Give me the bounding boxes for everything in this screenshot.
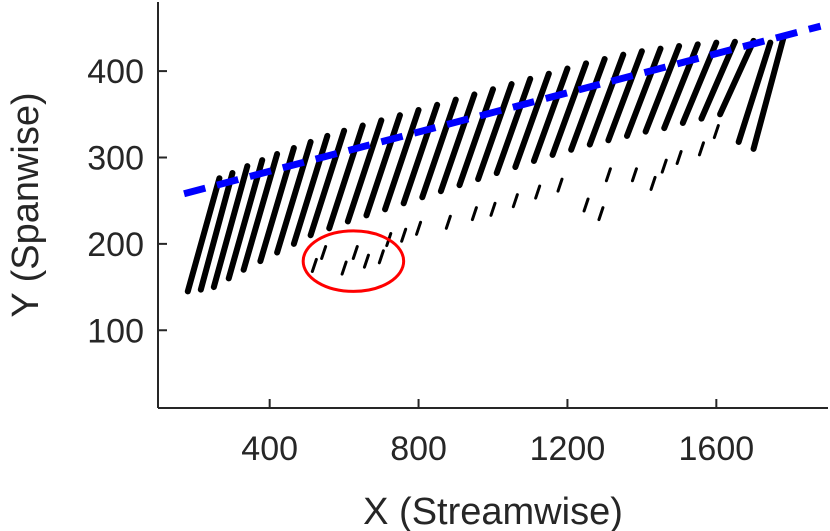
data-point (649, 175, 657, 191)
data-streak (456, 86, 496, 189)
data-point (470, 206, 478, 222)
data-point (630, 167, 638, 183)
data-point (340, 260, 348, 276)
data-streak (290, 132, 331, 247)
y-tick-label: 100 (87, 312, 144, 350)
data-point (582, 197, 590, 213)
x-tick-label: 1600 (679, 430, 755, 468)
data-point (400, 227, 408, 243)
data-point (604, 167, 612, 183)
data-streak (274, 138, 314, 256)
data-streak (586, 51, 627, 148)
data-point (351, 245, 359, 261)
data-streak (344, 117, 385, 225)
x-ticks: 400 800 1200 1600 (241, 399, 754, 468)
data-point (660, 158, 668, 174)
data-streak (717, 37, 757, 118)
data-point (712, 124, 720, 140)
data-streak (197, 170, 236, 293)
data-streak (326, 122, 366, 232)
data-point (697, 141, 705, 157)
data-point (377, 249, 385, 265)
x-tick-label: 800 (390, 430, 447, 468)
data-streak (568, 56, 608, 153)
x-tick-label: 1200 (530, 430, 606, 468)
data-streak (750, 35, 787, 152)
data-streak (642, 43, 683, 135)
data-streak (307, 127, 348, 239)
y-tick-label: 400 (87, 53, 144, 91)
data-point (597, 206, 605, 222)
dashed-boundary-line (183, 22, 822, 198)
data-point (320, 245, 328, 261)
x-tick-label: 400 (241, 430, 298, 468)
data-point (511, 193, 519, 209)
x-axis-label: X (Streamwise) (363, 491, 623, 531)
plot-area (183, 22, 822, 295)
data-point (556, 177, 564, 193)
data-streak (493, 75, 534, 177)
data-streak (475, 81, 515, 183)
data-streak (184, 175, 223, 295)
data-point (444, 214, 452, 230)
data-point (534, 184, 542, 200)
data-point (415, 220, 423, 236)
data-streak (549, 60, 590, 158)
data-point (310, 257, 318, 273)
data-streak (698, 38, 738, 122)
data-streak (210, 163, 251, 291)
data-streak (624, 45, 664, 139)
data-streak (512, 70, 552, 170)
y-tick-label: 200 (87, 226, 144, 264)
data-streak (400, 101, 441, 207)
data-point (362, 253, 370, 269)
data-streak (735, 39, 774, 145)
y-tick-label: 300 (87, 139, 144, 177)
y-ticks: 100 200 300 400 (87, 53, 167, 350)
data-point (489, 201, 497, 217)
data-streak (437, 91, 478, 195)
data-streak (382, 106, 422, 213)
data-streak (605, 48, 645, 144)
data-streak (225, 157, 266, 282)
highlight-ellipse (301, 229, 406, 293)
data-streak (363, 112, 403, 219)
data-streak (530, 65, 571, 164)
data-point (675, 149, 683, 165)
y-axis-label: Y (Spanwise) (5, 92, 47, 317)
data-streak (419, 96, 459, 201)
